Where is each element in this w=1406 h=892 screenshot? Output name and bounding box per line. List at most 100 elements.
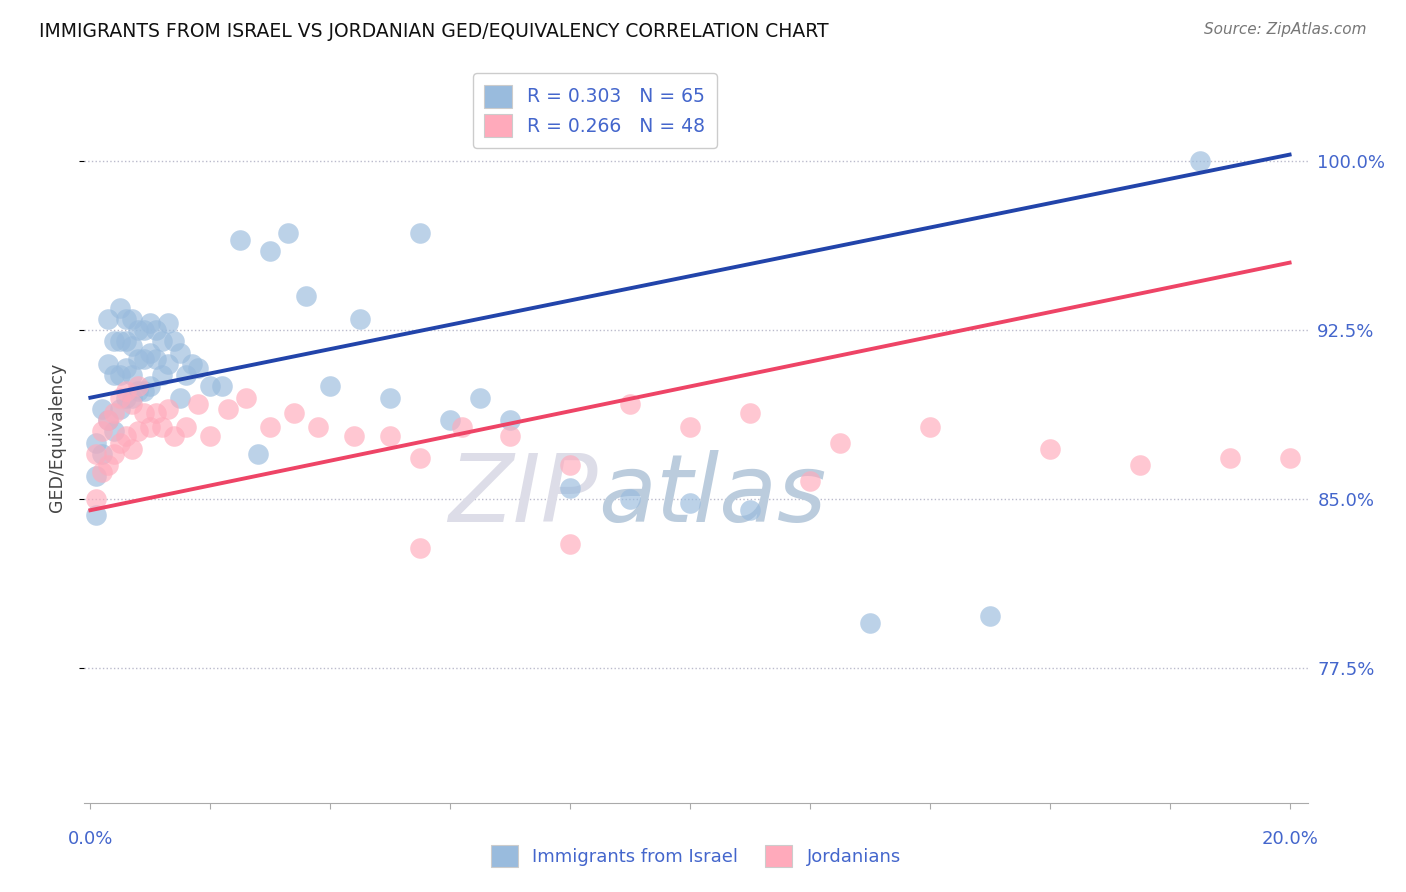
Point <box>918 420 941 434</box>
Point <box>200 429 222 443</box>
Point <box>110 368 132 383</box>
Point <box>91 401 114 416</box>
Point <box>979 609 1001 624</box>
Point <box>121 312 143 326</box>
Point <box>200 379 222 393</box>
Point <box>169 345 191 359</box>
Point <box>558 458 581 473</box>
Point <box>163 334 186 349</box>
Point <box>97 413 120 427</box>
Point <box>247 447 270 461</box>
Point <box>295 289 318 303</box>
Point <box>349 312 371 326</box>
Text: 20.0%: 20.0% <box>1261 830 1317 847</box>
Point <box>738 407 761 421</box>
Point <box>134 407 156 421</box>
Point <box>679 420 702 434</box>
Text: Source: ZipAtlas.com: Source: ZipAtlas.com <box>1204 22 1367 37</box>
Point <box>121 339 143 353</box>
Point <box>150 368 173 383</box>
Text: ZIP: ZIP <box>449 450 598 541</box>
Point <box>157 401 180 416</box>
Point <box>828 435 851 450</box>
Point <box>145 323 167 337</box>
Point <box>121 391 143 405</box>
Point <box>139 420 162 434</box>
Point <box>139 379 162 393</box>
Point <box>91 447 114 461</box>
Point <box>91 425 114 439</box>
Point <box>217 401 239 416</box>
Point <box>259 244 281 259</box>
Point <box>86 469 108 483</box>
Point <box>211 379 233 393</box>
Point <box>409 227 432 241</box>
Point <box>97 357 120 371</box>
Point <box>97 413 120 427</box>
Point <box>150 334 173 349</box>
Point <box>110 391 132 405</box>
Point <box>799 474 821 488</box>
Point <box>110 401 132 416</box>
Point <box>115 312 138 326</box>
Point <box>174 368 197 383</box>
Point <box>679 496 702 510</box>
Point <box>259 420 281 434</box>
Point <box>409 541 432 556</box>
Point <box>380 429 402 443</box>
Text: 0.0%: 0.0% <box>67 830 112 847</box>
Point <box>558 537 581 551</box>
Point <box>1188 154 1211 169</box>
Point <box>738 503 761 517</box>
Point <box>163 429 186 443</box>
Point <box>174 420 197 434</box>
Point <box>283 407 305 421</box>
Y-axis label: GED/Equivalency: GED/Equivalency <box>48 362 66 512</box>
Point <box>235 391 257 405</box>
Point <box>127 384 149 398</box>
Point <box>121 368 143 383</box>
Point <box>409 451 432 466</box>
Point <box>439 413 461 427</box>
Point <box>619 397 641 411</box>
Point <box>103 447 125 461</box>
Point <box>859 615 882 630</box>
Point <box>127 379 149 393</box>
Point <box>110 435 132 450</box>
Point <box>110 301 132 315</box>
Point <box>319 379 342 393</box>
Point <box>86 508 108 522</box>
Point <box>127 352 149 367</box>
Point <box>121 442 143 457</box>
Point <box>134 384 156 398</box>
Point <box>187 397 209 411</box>
Point <box>558 481 581 495</box>
Point <box>115 429 138 443</box>
Point <box>468 391 491 405</box>
Point <box>103 425 125 439</box>
Point <box>451 420 474 434</box>
Point <box>115 334 138 349</box>
Point <box>139 317 162 331</box>
Point <box>103 368 125 383</box>
Point <box>127 323 149 337</box>
Point <box>380 391 402 405</box>
Text: IMMIGRANTS FROM ISRAEL VS JORDANIAN GED/EQUIVALENCY CORRELATION CHART: IMMIGRANTS FROM ISRAEL VS JORDANIAN GED/… <box>39 22 830 41</box>
Point <box>134 352 156 367</box>
Point <box>157 357 180 371</box>
Point <box>97 312 120 326</box>
Point <box>499 429 522 443</box>
Point <box>121 397 143 411</box>
Point <box>1219 451 1241 466</box>
Point <box>1039 442 1062 457</box>
Point <box>145 352 167 367</box>
Point <box>229 233 252 247</box>
Point <box>115 391 138 405</box>
Point <box>187 361 209 376</box>
Point <box>115 361 138 376</box>
Point <box>115 384 138 398</box>
Point <box>86 447 108 461</box>
Point <box>181 357 204 371</box>
Point <box>91 465 114 479</box>
Point <box>343 429 366 443</box>
